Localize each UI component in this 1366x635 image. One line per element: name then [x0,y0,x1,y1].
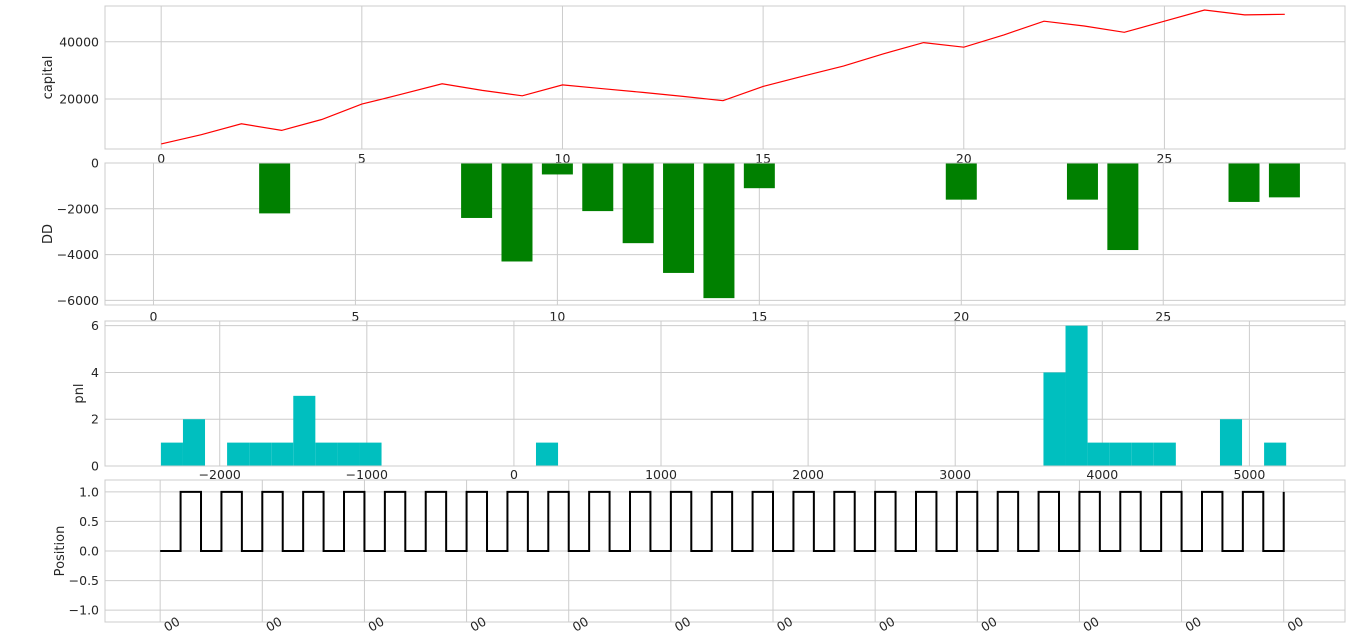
x-tick-label: 20 [953,309,969,324]
x-tick-label: 00 [1285,614,1306,635]
pnl-histogram-bar [271,442,294,466]
y-tick-label: 0 [91,459,99,474]
pnl-histogram-bar [1219,419,1243,466]
drawdown-bar [461,163,493,218]
y-tick-label: 0 [91,156,99,171]
y-tick-label: −1.0 [69,603,99,618]
drawdown-bar [259,163,291,214]
x-tick-label: 15 [751,309,767,324]
x-tick-label: −2000 [199,467,241,482]
drawdown-bar [663,163,695,273]
pnl-histogram-bar [315,442,338,466]
position-frame [104,479,1346,623]
x-tick-label: 00 [978,614,999,635]
capital-ylabel: capital [41,56,56,100]
x-tick-label: 00 [774,614,795,635]
y-tick-label: 2 [91,412,99,427]
x-tick-label: −1000 [346,467,388,482]
drawdown-bar [703,163,735,299]
x-tick-label: 00 [161,614,182,635]
pnl-histogram-bar [1264,442,1287,466]
y-tick-label: −2000 [57,201,99,216]
drawdown-bar [1107,163,1139,251]
drawdown-bar [945,163,977,200]
x-tick-label: 0 [157,151,165,166]
y-tick-label: 0.5 [79,514,99,529]
drawdown-frame [104,162,1346,306]
drawdown-bar [1066,163,1098,200]
x-tick-label: 00 [1183,614,1204,635]
y-tick-label: −6000 [57,293,99,308]
drawdown-axes: 0 5 10 15 20 25 0 −2000 −4000 −6000 DD [41,156,1346,324]
y-tick-label: −4000 [57,247,99,262]
y-tick-label: 20000 [59,91,99,106]
y-tick-label: 6 [91,318,99,333]
x-tick-label: 00 [672,614,693,635]
y-tick-label: 4 [91,365,99,380]
position-ylabel: Position [53,526,68,577]
pnl-histogram-bar [1043,372,1066,466]
x-tick-label: 15 [755,151,771,166]
drawdown-bar [743,163,775,189]
x-tick-label: 0 [510,467,518,482]
capital-axes: 0 5 10 15 20 25 20000 40000 capital [41,5,1346,166]
pnl-histogram-bar [1153,442,1176,466]
x-tick-label: 00 [876,614,897,635]
x-tick-label: 3000 [939,467,971,482]
x-tick-label: 00 [263,614,284,635]
x-tick-label: 10 [555,151,571,166]
y-tick-label: 1.0 [79,484,99,499]
pnl-ylabel: pnl [72,383,87,403]
x-tick-label: 4000 [1086,467,1118,482]
pnl-histogram-bar [293,395,316,466]
y-tick-label: 0.0 [79,544,99,559]
drawdown-bar [541,163,573,175]
pnl-histogram-bar [160,442,183,466]
x-tick-label: 00 [1080,614,1101,635]
x-tick-label: 20 [956,151,972,166]
position-step-line [160,490,1285,552]
drawdown-ylabel: DD [41,224,56,244]
pnl-histogram-bar [1131,442,1154,466]
pnl-axes: −2000 −1000 0 1000 2000 3000 4000 5000 0 2 4 6 pnl [72,318,1346,482]
pnl-frame [104,320,1346,467]
capital-series-line [161,9,1285,145]
pnl-histogram-bar [535,442,559,466]
drawdown-bar [1268,163,1300,198]
x-tick-label: 25 [1155,309,1171,324]
pnl-histogram-bar [1109,442,1132,466]
x-tick-label: 25 [1156,151,1172,166]
x-tick-label: 00 [570,614,591,635]
drawdown-bar [582,163,614,212]
x-tick-label: 1000 [645,467,677,482]
y-tick-label: 40000 [59,34,99,49]
position-axes: 00 00 00 00 00 00 00 00 00 00 00 00 1.0 0.5 0.0 −0.5 −1… [53,479,1346,635]
pnl-histogram-bar [337,442,360,466]
x-tick-label: 2000 [792,467,824,482]
pnl-histogram-bar [182,419,206,466]
x-tick-label: 00 [365,614,386,635]
x-tick-label: 5 [351,309,359,324]
pnl-histogram-bar [359,442,382,466]
drawdown-bar [622,163,654,244]
pnl-histogram-bar [1065,325,1088,466]
x-tick-label: 5000 [1233,467,1265,482]
drawdown-bar [1228,163,1260,202]
pnl-histogram-bar [249,442,272,466]
x-tick-label: 0 [149,309,157,324]
x-tick-label: 10 [549,309,565,324]
x-tick-label: 5 [358,151,366,166]
pnl-histogram-bar [1087,442,1110,466]
drawdown-bar [501,163,533,262]
pnl-histogram-bar [227,442,250,466]
y-tick-label: −0.5 [69,573,99,588]
x-tick-label: 00 [468,614,489,635]
capital-frame [104,5,1346,150]
